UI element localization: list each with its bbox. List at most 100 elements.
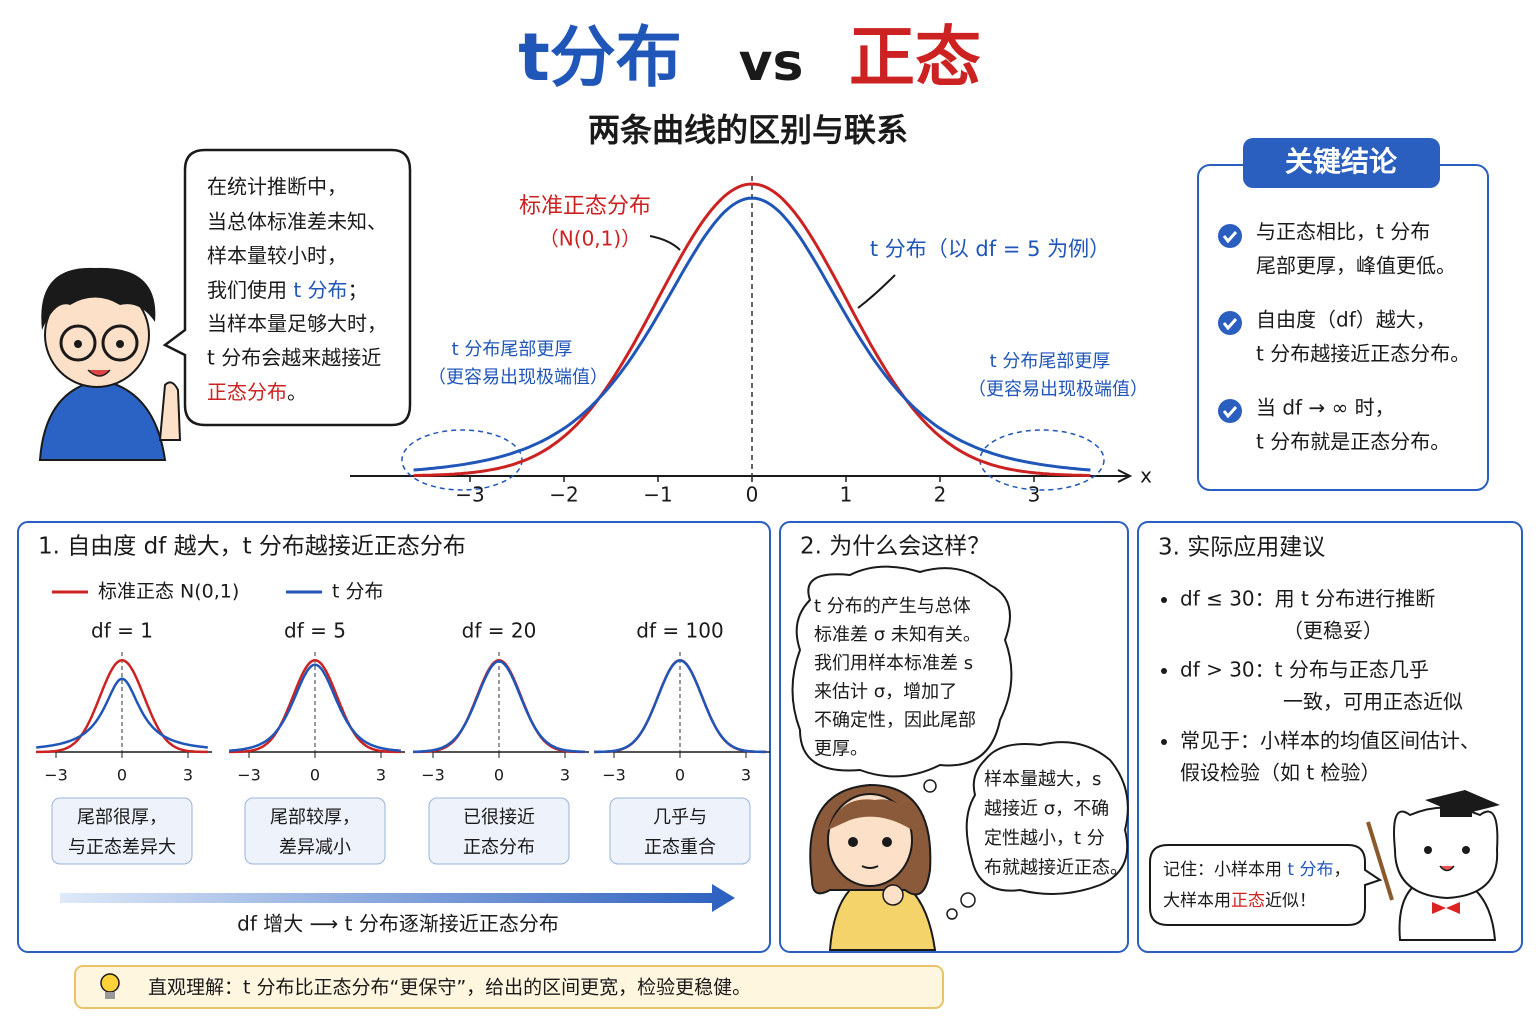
bullet-list: df ≤ 30：用 t 分布进行推断 （更稳妥） df > 30：t 分布与正态几乎… <box>1161 587 1480 785</box>
note-text: 已很接近 <box>463 807 535 828</box>
note-box <box>244 797 386 865</box>
bullet-line: （更稳妥） <box>1283 619 1383 643</box>
text-run: 记住：小样本用 <box>1163 860 1287 880</box>
normal-label: 标准正态分布 <box>519 194 651 219</box>
cloud-line: 更厚。 <box>814 739 868 760</box>
panel-title: 2. 为什么会这样？ <box>800 534 990 560</box>
x-tick-label: 2 <box>934 483 947 507</box>
thought-dot <box>923 779 937 793</box>
density-curve <box>229 658 401 754</box>
note-text: 正态分布 <box>463 837 535 858</box>
cloud-line: t 分布的产生与总体 <box>814 596 971 617</box>
title-t: t分布 <box>518 19 682 96</box>
bullet-line: 一致，可用正态近似 <box>1283 690 1463 714</box>
bullet-dot <box>1161 597 1167 603</box>
bullet-dot <box>1161 739 1167 745</box>
x-tick-label: −3 <box>455 483 484 507</box>
x-tick-label: 0 <box>494 766 504 785</box>
text-run: 。 <box>287 380 307 404</box>
note-bubble <box>1149 844 1383 926</box>
tail-note: （更容易出现极端值） <box>968 379 1148 400</box>
x-tick-label: −3 <box>421 766 445 785</box>
text-run: t 分布 <box>1287 860 1333 880</box>
note-text: 正态重合 <box>644 837 716 858</box>
x-tick-label: 3 <box>376 766 386 785</box>
conclusion-line: 自由度（df）越大， <box>1256 308 1436 332</box>
bullet-line: 常见于：小样本的均值区间估计、 <box>1180 729 1480 753</box>
conclusions-header <box>1243 138 1440 188</box>
note-box <box>609 797 751 865</box>
text-run: 近似！ <box>1265 891 1316 911</box>
footer-text: 直观理解：t 分布比正态分布“更保守”，给出的区间更宽，检验更稳健。 <box>148 977 751 999</box>
note-text: 尾部很厚， <box>77 807 167 828</box>
text-run: 正态分布 <box>207 380 287 404</box>
x-tick-label: 3 <box>741 766 751 785</box>
note-text: 与正态差异大 <box>68 837 176 858</box>
bullet-line: 假设检验（如 t 检验） <box>1180 761 1381 785</box>
progress-arrow <box>60 884 735 912</box>
x-axis-label: x <box>1140 464 1152 488</box>
x-tick-label: 0 <box>117 766 127 785</box>
x-tick-label: 3 <box>183 766 193 785</box>
girl-illustration <box>809 783 937 951</box>
conclusion-line: 尾部更厚，峰值更低。 <box>1256 254 1456 278</box>
df-label: df = 5 <box>284 619 346 643</box>
x-tick-label: −3 <box>44 766 68 785</box>
df-label: df = 1 <box>91 619 153 643</box>
legend-label: t 分布 <box>332 581 384 603</box>
cat-illustration <box>1366 790 1500 941</box>
bullet-dot <box>1161 668 1167 674</box>
normal-sub: （N(0,1)） <box>539 227 641 251</box>
text-run: t 分布 <box>293 278 347 302</box>
note-line: 记住：小样本用 t 分布， <box>1163 860 1350 880</box>
intro-line: t 分布会越来越接近 <box>207 346 381 370</box>
density-curve <box>594 659 766 754</box>
footer-bar <box>74 965 944 1009</box>
x-tick-label: 3 <box>560 766 570 785</box>
conclusion-line: 与正态相比，t 分布 <box>1256 220 1430 244</box>
check-icon <box>1218 224 1242 248</box>
density-curve <box>36 677 208 749</box>
intro-line: 当总体标准差未知、 <box>207 210 387 234</box>
cloud-line: 标准差 σ 未知有关。 <box>814 625 981 646</box>
check-icon <box>1218 399 1242 423</box>
conclusion-line: t 分布越接近正态分布。 <box>1256 342 1470 366</box>
pointer-arrow <box>857 274 896 309</box>
note-line: 大样本用正态近似！ <box>1163 891 1316 911</box>
thought-cloud <box>965 741 1129 895</box>
conclusion-line: 当 df → ∞ 时， <box>1256 396 1395 420</box>
x-tick-label: −2 <box>549 483 578 507</box>
cloud-line: 越接近 σ，不确 <box>984 799 1109 820</box>
intro-line: 正态分布。 <box>207 380 307 404</box>
note-box <box>51 797 193 865</box>
note-text: 尾部较厚， <box>270 807 360 828</box>
density-curve <box>36 658 208 754</box>
cloud-line: 来估计 σ，增加了 <box>814 682 957 703</box>
intro-line: 样本量较小时， <box>207 244 347 268</box>
boy-illustration <box>38 267 182 461</box>
tail-highlight <box>979 429 1105 491</box>
legend-label: 标准正态 N(0,1) <box>98 581 239 603</box>
small-multiples: df = 1 −3 0 3 尾部很厚， 与正态差异大 df = 5 −3 0 3 尾部较厚， 差异减小… <box>36 619 770 865</box>
check-mark <box>1222 318 1238 331</box>
text-run: 正态 <box>1231 891 1265 911</box>
panel-title: 3. 实际应用建议 <box>1158 535 1325 561</box>
note-text: 几乎与 <box>653 807 707 828</box>
conclusion-line: t 分布就是正态分布。 <box>1256 430 1450 454</box>
df-label: df = 100 <box>636 619 723 643</box>
density-curve <box>413 182 1091 478</box>
arrow-caption: df 增大 ⟶ t 分布逐渐接近正态分布 <box>237 912 559 936</box>
x-tick-label: −3 <box>237 766 261 785</box>
axis-arrow <box>1117 469 1133 483</box>
intro-text: 在统计推断中， 当总体标准差未知、 样本量较小时， 我们使用 t 分布； 当样本… <box>207 175 387 404</box>
x-tick-label: 3 <box>1028 483 1041 507</box>
tail-note: （更容易出现极端值） <box>428 367 608 388</box>
cloud-line: 我们用样本标准差 s <box>814 653 973 674</box>
text-run: 我们使用 <box>207 278 293 302</box>
title-vs: vs <box>739 33 804 93</box>
panel <box>17 521 771 953</box>
conclusions-title: 关键结论 <box>1285 145 1398 178</box>
text-run: 大样本用 <box>1163 891 1231 911</box>
